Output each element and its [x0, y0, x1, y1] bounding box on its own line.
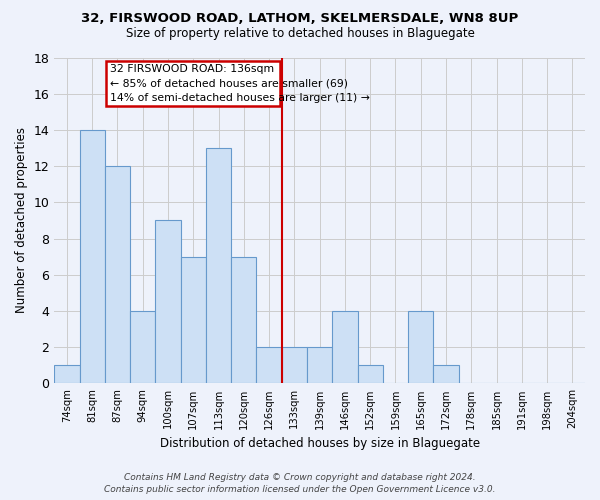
- Bar: [80, 130, 105, 384]
- Y-axis label: Number of detached properties: Number of detached properties: [15, 128, 28, 314]
- Text: Contains HM Land Registry data © Crown copyright and database right 2024.
Contai: Contains HM Land Registry data © Crown c…: [104, 473, 496, 494]
- Bar: [433, 366, 458, 384]
- Bar: [231, 256, 256, 384]
- Bar: [105, 166, 130, 384]
- Bar: [358, 366, 383, 384]
- Bar: [181, 256, 206, 384]
- Bar: [332, 311, 358, 384]
- Text: Size of property relative to detached houses in Blaguegate: Size of property relative to detached ho…: [125, 28, 475, 40]
- Text: 32, FIRSWOOD ROAD, LATHOM, SKELMERSDALE, WN8 8UP: 32, FIRSWOOD ROAD, LATHOM, SKELMERSDALE,…: [82, 12, 518, 26]
- Bar: [282, 347, 307, 384]
- Bar: [256, 347, 282, 384]
- Text: 32 FIRSWOOD ROAD: 136sqm
← 85% of detached houses are smaller (69)
14% of semi-d: 32 FIRSWOOD ROAD: 136sqm ← 85% of detach…: [110, 64, 370, 103]
- Bar: [408, 311, 433, 384]
- Bar: [54, 366, 80, 384]
- Bar: [106, 61, 280, 106]
- Bar: [307, 347, 332, 384]
- Bar: [130, 311, 155, 384]
- Bar: [155, 220, 181, 384]
- X-axis label: Distribution of detached houses by size in Blaguegate: Distribution of detached houses by size …: [160, 437, 480, 450]
- Bar: [206, 148, 231, 384]
